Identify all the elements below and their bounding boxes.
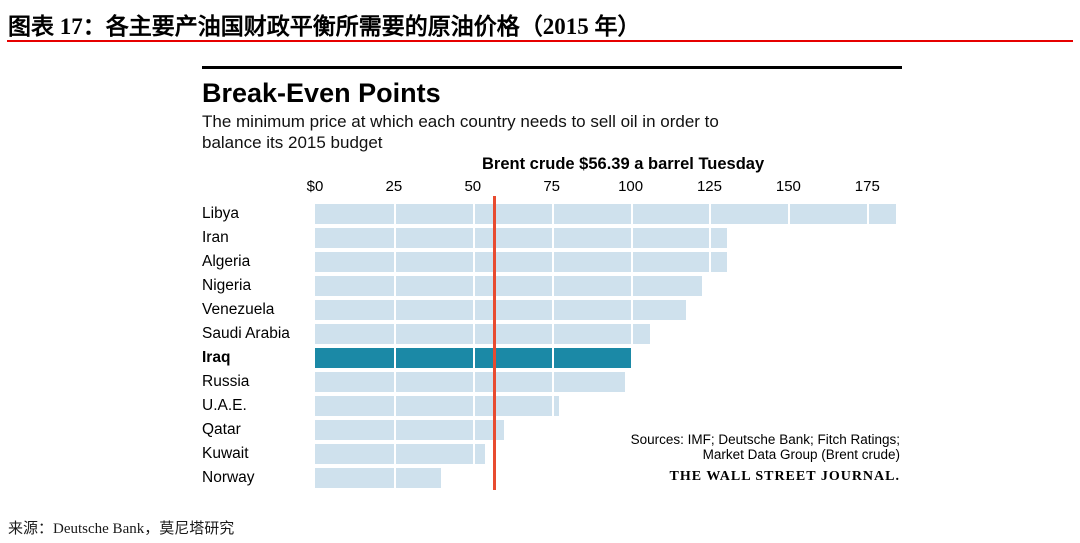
bar-qatar: [315, 420, 505, 440]
bar-algeria: [315, 252, 727, 272]
bar-iran: [315, 228, 728, 248]
country-label: Libya: [202, 205, 240, 222]
brent-crude-annotation: Brent crude $56.39 a barrel Tuesday: [482, 155, 765, 173]
bar-track: [315, 418, 902, 442]
country-label: Kuwait: [202, 445, 249, 462]
figure-title: 图表 17：各主要产油国财政平衡所需要的原油价格（2015 年）: [8, 14, 641, 39]
bar-kuwait: [315, 444, 486, 464]
wsj-credit: THE WALL STREET JOURNAL.: [669, 469, 900, 484]
bar-track: [315, 322, 902, 346]
chart-subtitle-line1: The minimum price at which each country …: [202, 112, 719, 131]
bar-row: Nigeria: [202, 274, 902, 298]
x-tick-label: 75: [543, 178, 561, 195]
bar-track: [315, 394, 902, 418]
source-note: 来源：Deutsche Bank，莫尼塔研究: [8, 521, 235, 537]
break-even-chart: Break-Even Points The minimum price at w…: [202, 66, 902, 490]
bar-row: Venezuela: [202, 298, 902, 322]
bar-track: [315, 466, 902, 490]
x-tick-label: 50: [464, 178, 482, 195]
country-label: Saudi Arabia: [202, 325, 290, 342]
bar-row: Libya: [202, 202, 902, 226]
sources-line2: Market Data Group (Brent crude): [702, 447, 900, 462]
bar-nigeria: [315, 276, 703, 296]
bar-venezuela: [315, 300, 686, 320]
bar-russia: [315, 372, 625, 392]
sources-line1: Sources: IMF; Deutsche Bank; Fitch Ratin…: [630, 432, 900, 447]
bar-track: [315, 274, 902, 298]
bar-norway: [315, 468, 442, 488]
bar-track: [315, 370, 902, 394]
country-label: Norway: [202, 469, 255, 486]
chart-top-rule: [202, 66, 902, 69]
bar-row: Algeria: [202, 250, 902, 274]
bar-track: [315, 226, 902, 250]
gridline: [630, 202, 633, 490]
chart-subtitle-line2: balance its 2015 budget: [202, 133, 383, 152]
bar-track: [315, 346, 902, 370]
x-tick-label: 175: [854, 178, 880, 195]
bar-track: [315, 250, 902, 274]
bar-row: Russia: [202, 370, 902, 394]
brent-price-reference-line: [492, 196, 496, 490]
bar-row: Kuwait: [202, 442, 902, 466]
bar-row: Qatar: [202, 418, 902, 442]
gridline: [788, 202, 791, 490]
chart-title: Break-Even Points: [202, 78, 441, 108]
bar-row: Iran: [202, 226, 902, 250]
title-underline-rule: [7, 40, 1073, 42]
sources-block: Sources: IMF; Deutsche Bank; Fitch Ratin…: [631, 432, 900, 485]
x-tick-label: 125: [696, 178, 722, 195]
chart-subtitle: The minimum price at which each country …: [202, 111, 902, 153]
x-tick-label: 150: [775, 178, 801, 195]
bar-track: [315, 298, 902, 322]
bar-row: Norway: [202, 466, 902, 490]
gridline: [709, 202, 712, 490]
country-label: Algeria: [202, 253, 251, 270]
country-label: Nigeria: [202, 277, 252, 294]
gridline: [393, 202, 396, 490]
country-label: Iraq: [202, 349, 231, 366]
x-tick-label: $0: [306, 178, 324, 195]
bar-track: [315, 202, 902, 226]
x-tick-label: 25: [385, 178, 403, 195]
bar-saudi-arabia: [315, 324, 650, 344]
x-axis: $0 25 50 75 100 125 150 175: [202, 176, 902, 202]
x-tick-label: 100: [618, 178, 644, 195]
bar-row: Saudi Arabia: [202, 322, 902, 346]
country-label: U.A.E.: [202, 397, 247, 414]
gridline: [472, 202, 475, 490]
bar-rows: Libya Iran Algeria Nigeria Venezuela Saudi Ar…: [202, 202, 902, 490]
country-label: Venezuela: [202, 301, 275, 318]
bar-libya: [315, 204, 896, 224]
bar-track: [315, 442, 902, 466]
gridline: [551, 202, 554, 490]
country-label: Iran: [202, 229, 229, 246]
country-label: Russia: [202, 373, 250, 390]
gridline: [867, 202, 870, 490]
bar-row: U.A.E.: [202, 394, 902, 418]
bar-u-a-e: [315, 396, 559, 416]
country-label: Qatar: [202, 421, 241, 438]
plot-area: $0 25 50 75 100 125 150 175 Libya Iran Algeria Nig…: [202, 176, 902, 490]
